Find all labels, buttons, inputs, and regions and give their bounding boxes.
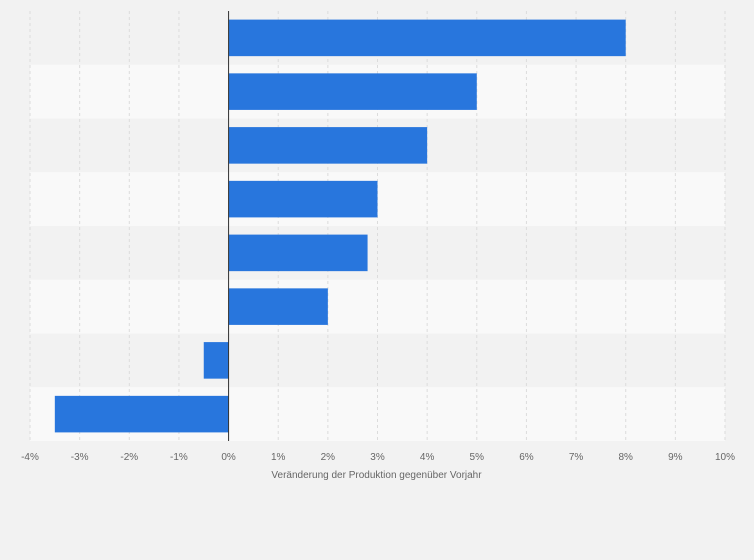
x-tick-label: 7%	[569, 452, 584, 463]
bar[interactable]	[228, 180, 378, 218]
x-tick-labels: -4% -3% -2% -1% 0% 1% 2% 3% 4% 5% 6% 7% 8% 9% 10%	[21, 452, 735, 463]
bar[interactable]	[203, 342, 229, 379]
x-tick-label: 4%	[420, 452, 435, 463]
x-tick-label: -4%	[21, 452, 39, 463]
bar[interactable]	[54, 395, 229, 433]
x-tick-label: 5%	[470, 452, 485, 463]
x-tick-label: -3%	[71, 452, 89, 463]
x-tick-label: 9%	[668, 452, 683, 463]
x-tick-label: 3%	[370, 452, 385, 463]
bars	[54, 19, 626, 433]
x-tick-label: 2%	[321, 452, 336, 463]
bar[interactable]	[228, 73, 477, 110]
x-tick-label: 6%	[519, 452, 534, 463]
x-tick-label: 8%	[618, 452, 633, 463]
x-tick-label: 10%	[715, 452, 735, 463]
x-tick-label: 1%	[271, 452, 286, 463]
x-axis-title: Veränderung der Produktion gegenüber Vor…	[271, 470, 482, 481]
bar[interactable]	[228, 127, 428, 164]
bar[interactable]	[228, 288, 328, 325]
x-tick-label: -2%	[120, 452, 138, 463]
x-tick-label: -1%	[170, 452, 188, 463]
x-tick-label: 0%	[221, 452, 236, 463]
bar[interactable]	[228, 234, 368, 272]
bar[interactable]	[228, 19, 626, 57]
